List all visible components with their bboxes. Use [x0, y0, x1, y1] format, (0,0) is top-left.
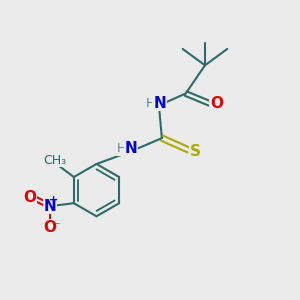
- Text: S: S: [190, 144, 201, 159]
- Text: O: O: [44, 220, 57, 235]
- Text: N: N: [44, 199, 56, 214]
- Text: O: O: [210, 96, 223, 111]
- Text: ⁻: ⁻: [53, 220, 59, 233]
- Text: H: H: [146, 97, 155, 110]
- Text: O: O: [23, 190, 36, 205]
- Text: CH₃: CH₃: [43, 154, 66, 166]
- Text: +: +: [49, 195, 58, 205]
- Text: N: N: [125, 141, 138, 156]
- Text: H: H: [117, 142, 127, 155]
- Text: N: N: [153, 95, 166, 110]
